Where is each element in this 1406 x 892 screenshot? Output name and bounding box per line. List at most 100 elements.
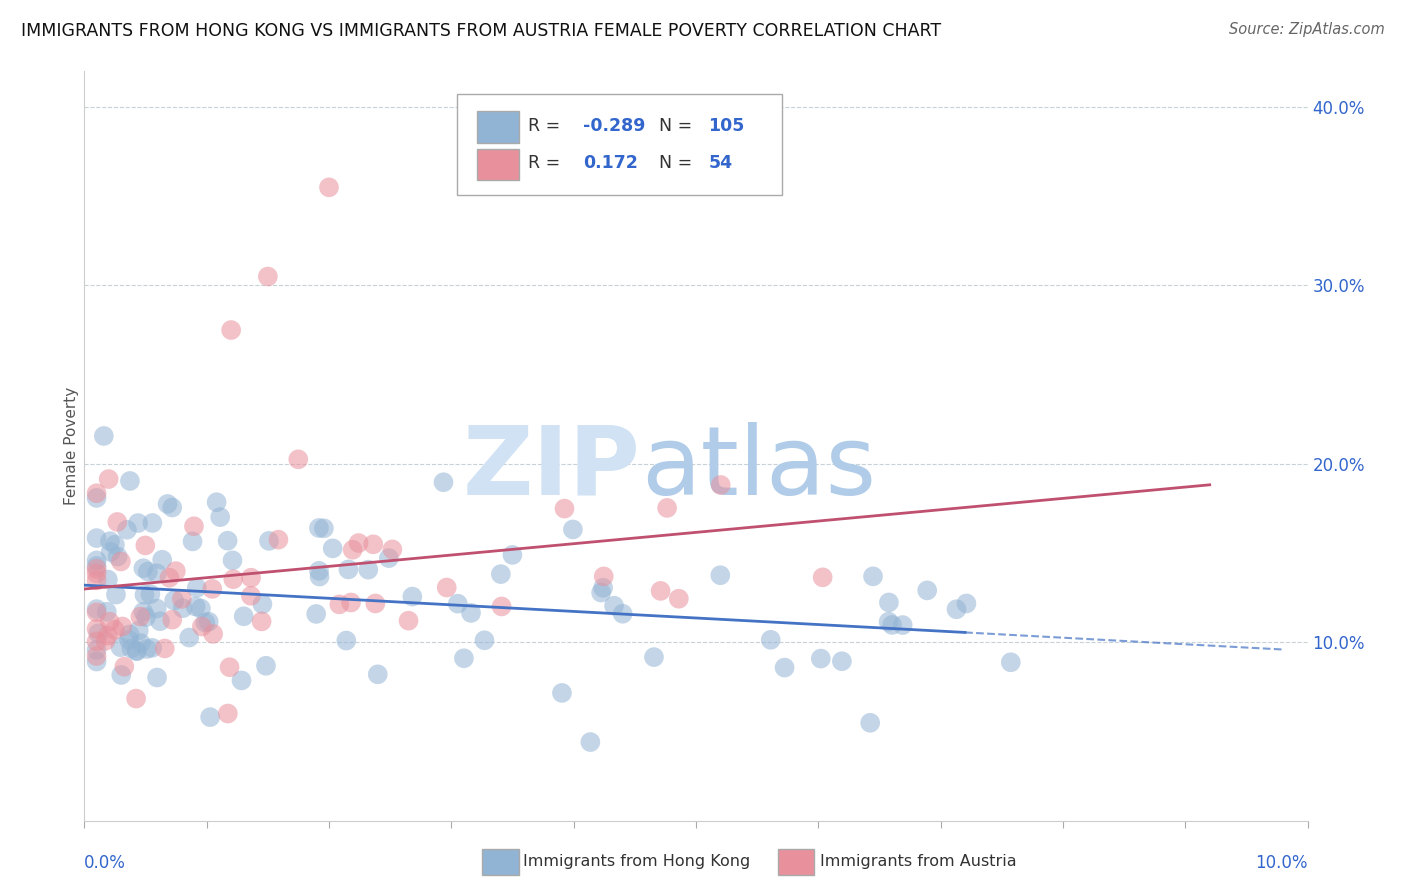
Point — [232, 609, 254, 624]
Point — [110, 554, 132, 568]
Point — [811, 570, 834, 584]
Point — [460, 606, 482, 620]
Point — [132, 605, 155, 619]
Point — [859, 715, 882, 730]
Point — [146, 601, 169, 615]
Point — [198, 710, 221, 724]
Point — [257, 269, 280, 284]
Point — [86, 491, 108, 505]
Point — [257, 533, 280, 548]
Point — [165, 564, 187, 578]
Point — [98, 615, 121, 629]
Point — [160, 500, 183, 515]
Text: Source: ZipAtlas.com: Source: ZipAtlas.com — [1229, 22, 1385, 37]
Text: R =: R = — [529, 117, 567, 135]
Text: N =: N = — [659, 117, 697, 135]
Point — [862, 569, 884, 583]
Point — [551, 686, 574, 700]
Point — [250, 615, 273, 629]
Point — [160, 613, 183, 627]
Point — [239, 589, 262, 603]
Point — [139, 587, 162, 601]
Point — [401, 590, 423, 604]
Point — [367, 667, 389, 681]
Point — [191, 619, 214, 633]
Point — [337, 562, 360, 576]
Point — [655, 500, 678, 515]
Point — [831, 654, 853, 668]
Point — [773, 660, 796, 674]
Point — [267, 533, 290, 547]
Point — [591, 585, 613, 599]
Point — [432, 475, 454, 490]
Point — [179, 631, 201, 645]
Point — [305, 607, 328, 621]
Point — [159, 571, 181, 585]
Point — [308, 564, 330, 578]
Text: Immigrants from Austria: Immigrants from Austria — [820, 855, 1017, 869]
Point — [474, 633, 496, 648]
Point — [141, 640, 163, 655]
Point — [312, 521, 335, 535]
Point — [710, 478, 733, 492]
Point — [915, 583, 938, 598]
Point — [86, 486, 108, 500]
Point — [132, 561, 155, 575]
Point — [201, 582, 224, 596]
Text: 10.0%: 10.0% — [1256, 855, 1308, 872]
Point — [643, 650, 665, 665]
Point — [592, 569, 614, 583]
Point — [86, 622, 108, 636]
Point — [489, 567, 512, 582]
Point — [447, 597, 470, 611]
Point — [381, 542, 404, 557]
Point — [86, 531, 108, 545]
Point — [810, 651, 832, 665]
Point — [347, 536, 370, 550]
Point — [134, 538, 156, 552]
Point — [105, 515, 128, 529]
Text: IMMIGRANTS FROM HONG KONG VS IMMIGRANTS FROM AUSTRIA FEMALE POVERTY CORRELATION : IMMIGRANTS FROM HONG KONG VS IMMIGRANTS … — [21, 22, 941, 40]
Point — [118, 474, 141, 488]
Point — [104, 538, 127, 552]
Point — [86, 648, 108, 663]
Point — [190, 601, 212, 615]
Point — [125, 644, 148, 658]
Point — [501, 548, 523, 562]
Point — [218, 660, 240, 674]
Point — [86, 553, 108, 567]
Point — [86, 655, 108, 669]
Point — [553, 501, 575, 516]
Point — [146, 671, 169, 685]
Point — [650, 583, 672, 598]
Point — [240, 571, 263, 585]
Text: 105: 105 — [709, 117, 745, 135]
Point — [184, 599, 207, 614]
FancyBboxPatch shape — [477, 149, 519, 180]
Text: R =: R = — [529, 153, 572, 172]
Point — [877, 615, 900, 629]
Point — [205, 495, 228, 509]
Point — [98, 534, 121, 549]
Point — [491, 599, 513, 614]
Point — [759, 632, 782, 647]
Point — [93, 429, 115, 443]
Point — [96, 605, 118, 619]
Point — [219, 323, 242, 337]
Text: Immigrants from Hong Kong: Immigrants from Hong Kong — [523, 855, 751, 869]
Point — [111, 619, 134, 633]
Point — [668, 591, 690, 606]
Point — [118, 632, 141, 647]
Point — [163, 593, 186, 607]
Text: 0.172: 0.172 — [583, 153, 638, 172]
Point — [135, 610, 157, 624]
Point — [86, 605, 108, 619]
Point — [172, 601, 194, 615]
Point — [709, 568, 731, 582]
Point — [86, 566, 108, 581]
Point — [112, 659, 135, 673]
Point — [150, 553, 173, 567]
Point — [129, 636, 152, 650]
Y-axis label: Female Poverty: Female Poverty — [63, 387, 79, 505]
Text: 0.0%: 0.0% — [84, 855, 127, 872]
